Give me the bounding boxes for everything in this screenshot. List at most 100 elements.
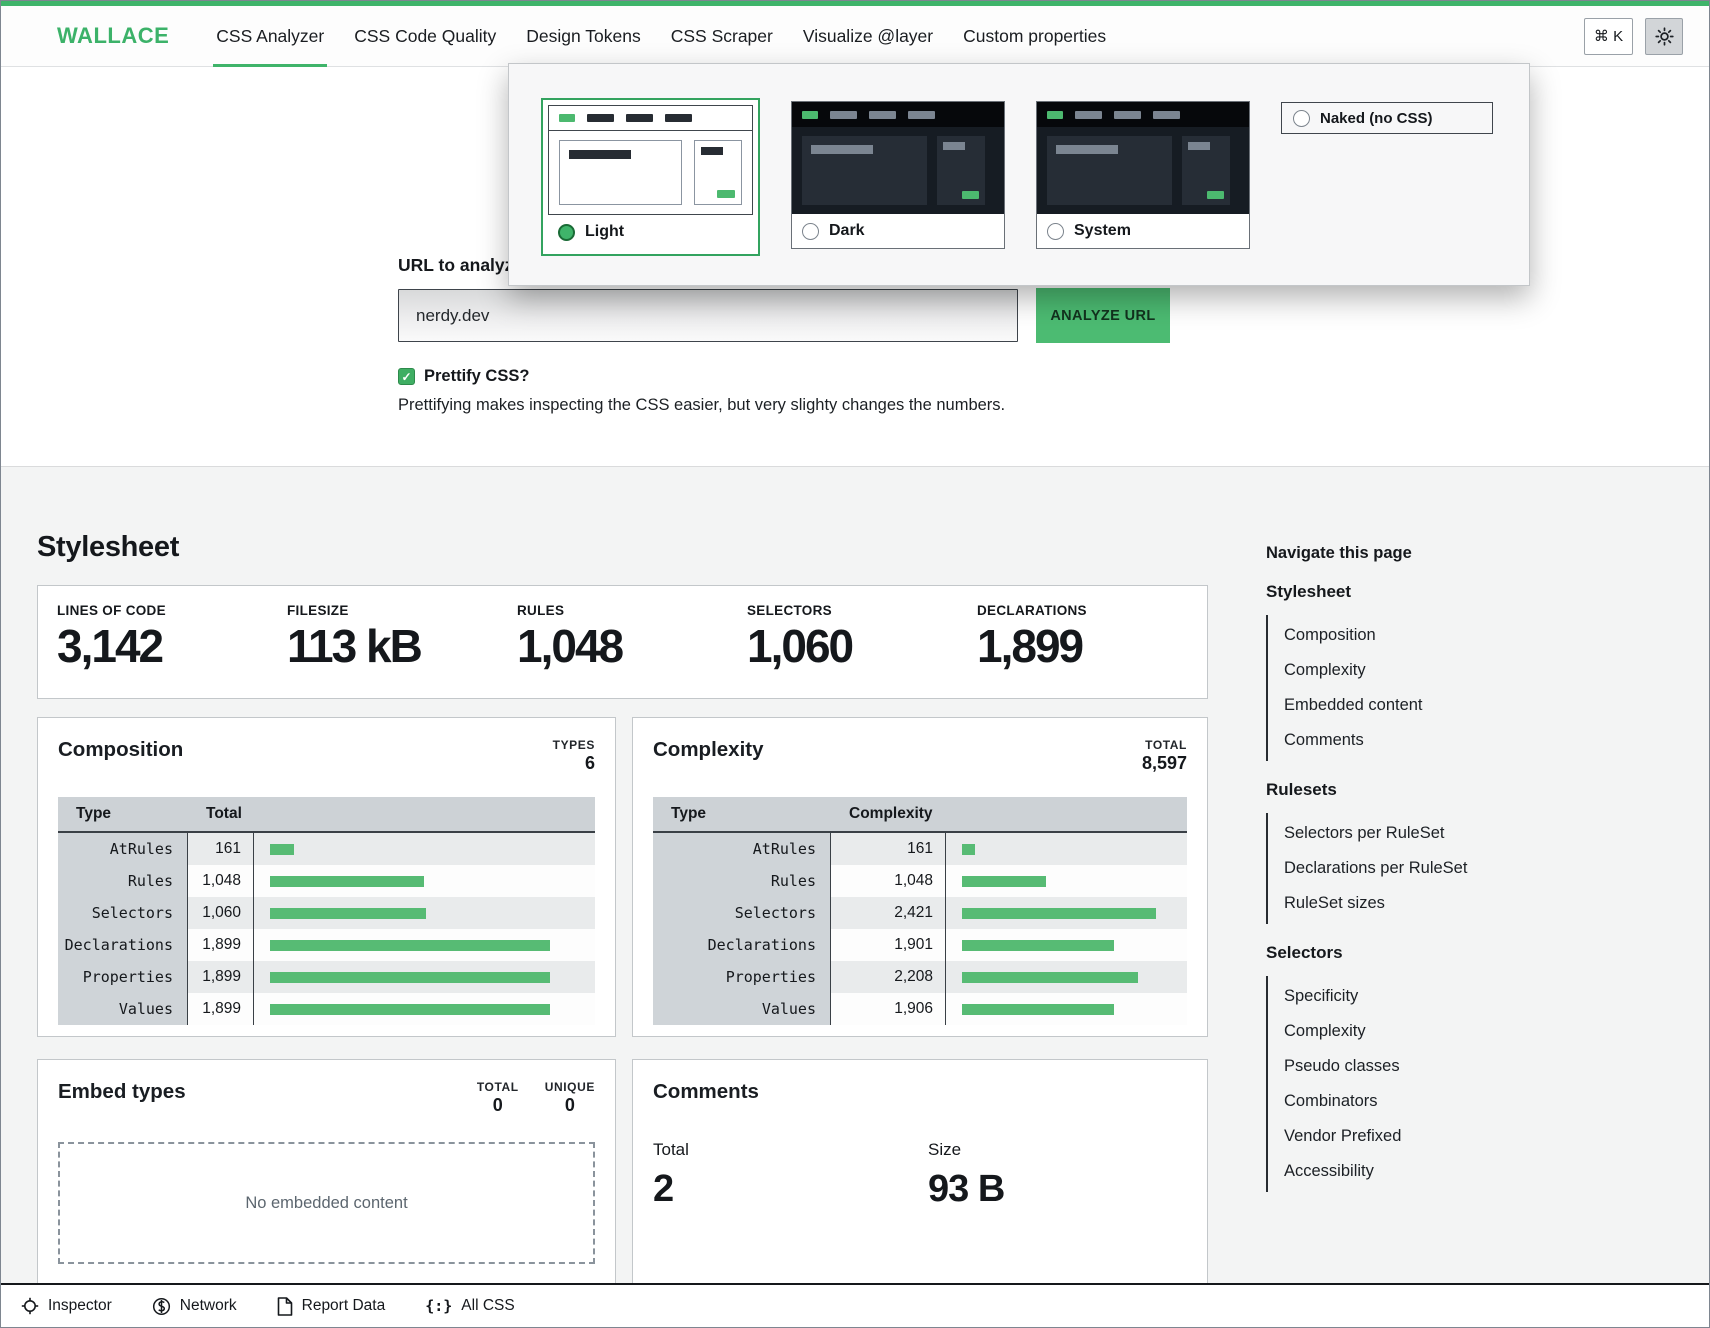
tab-network[interactable]: Network — [152, 1297, 237, 1316]
page-nav-item-declarations-per-ruleset[interactable]: Declarations per RuleSet — [1284, 859, 1468, 877]
value-bar — [962, 971, 1139, 983]
page-nav-section-rulesets: Rulesets — [1266, 780, 1337, 799]
stat-lines-of-code: LINES OF CODE 3,142 — [57, 603, 166, 672]
page-nav-item-selector-complexity[interactable]: Complexity — [1284, 1022, 1366, 1040]
stat-selectors: SELECTORS 1,060 — [747, 603, 854, 672]
comments-title: Comments — [653, 1080, 759, 1103]
page-nav-item-embedded-content[interactable]: Embedded content — [1284, 696, 1423, 714]
complexity-meta: TOTAL 8,597 — [1141, 738, 1187, 773]
value-bar — [962, 843, 975, 855]
complexity-card: Complexity TOTAL 8,597 Type Complexity A… — [632, 717, 1208, 1037]
analyze-form: URL to analyze ANALYZE URL Prettify CSS?… — [398, 255, 1178, 415]
page-nav-item-comments[interactable]: Comments — [1284, 731, 1364, 749]
value-bar — [270, 971, 550, 983]
table-row: Properties 2,208 — [653, 961, 1187, 993]
no-embedded-content-box: No embedded content — [58, 1142, 595, 1264]
page-nav-section-stylesheet: Stylesheet — [1266, 582, 1352, 601]
tab-all-css[interactable]: {:} All CSS — [425, 1297, 515, 1315]
embed-types-meta: TOTAL 0 UNIQUE 0 — [476, 1080, 595, 1115]
page-nav-title: Navigate this page — [1266, 544, 1412, 562]
naked-label: Naked (no CSS) — [1320, 109, 1433, 127]
theme-option-light[interactable]: Light — [541, 98, 760, 256]
table-row: Properties 1,899 — [58, 961, 595, 993]
value-bar — [962, 907, 1156, 919]
page-nav-item-complexity[interactable]: Complexity — [1284, 661, 1366, 679]
prettify-help-text: Prettifying makes inspecting the CSS eas… — [398, 396, 1006, 414]
empty-message: No embedded content — [245, 1193, 408, 1212]
prettify-label: Prettify CSS? — [424, 367, 530, 385]
page-title: Stylesheet — [37, 531, 180, 563]
comments-card: Comments Total 2 Size 93 B — [632, 1059, 1208, 1285]
page-nav-item-ruleset-sizes[interactable]: RuleSet sizes — [1284, 894, 1385, 912]
light-theme-preview — [548, 105, 753, 215]
embed-types-title: Embed types — [58, 1080, 186, 1103]
system-radio[interactable] — [1047, 222, 1064, 240]
table-row: Selectors 2,421 — [653, 897, 1187, 929]
nav-css-code-quality[interactable]: CSS Code Quality — [354, 25, 497, 46]
sun-icon — [1654, 26, 1674, 46]
theme-option-naked[interactable]: Naked (no CSS) — [1281, 102, 1493, 134]
stylesheet-stats: LINES OF CODE 3,142 FILESIZE 113 kB RULE… — [37, 585, 1208, 699]
top-accent-bar — [1, 1, 1709, 6]
tab-report-data[interactable]: Report Data — [277, 1296, 385, 1316]
complexity-title: Complexity — [653, 738, 764, 761]
page-nav-section-selectors: Selectors — [1266, 943, 1343, 962]
comments-total: Total 2 — [653, 1140, 689, 1210]
theme-picker-dropdown: Light Dark System — [508, 63, 1530, 286]
page-nav-item-combinators[interactable]: Combinators — [1284, 1092, 1378, 1110]
analyze-url-button[interactable]: ANALYZE URL — [1036, 288, 1170, 343]
command-key-shortcut: ⌘ K — [1593, 28, 1624, 45]
table-row: Rules 1,048 — [653, 865, 1187, 897]
prettify-checkbox[interactable] — [398, 368, 415, 385]
theme-toggle-button[interactable] — [1645, 17, 1683, 55]
header-actions: ⌘ K — [1584, 6, 1683, 66]
nav-visualize-layer[interactable]: Visualize @layer — [802, 25, 934, 46]
url-label: URL to analyze — [398, 255, 524, 275]
url-input[interactable] — [398, 289, 1018, 342]
table-row: AtRules 161 — [58, 833, 595, 865]
naked-radio[interactable] — [1293, 109, 1310, 127]
page-nav-item-vendor-prefixed[interactable]: Vendor Prefixed — [1284, 1127, 1402, 1145]
table-row: Values 1,906 — [653, 993, 1187, 1025]
composition-title: Composition — [58, 738, 184, 761]
light-label: Light — [585, 223, 625, 240]
composition-table: Type Total AtRules 161 Rules 1,048 — [58, 797, 595, 1025]
nav-css-analyzer[interactable]: CSS Analyzer — [201, 6, 339, 67]
command-palette-button[interactable]: ⌘ K — [1584, 17, 1633, 55]
table-row: Values 1,899 — [58, 993, 595, 1025]
wallace-logo[interactable]: WALLACE — [57, 23, 170, 48]
page-nav-item-accessibility[interactable]: Accessibility — [1284, 1162, 1374, 1180]
all-css-icon: {:} — [425, 1297, 453, 1315]
table-row: Declarations 1,901 — [653, 929, 1187, 961]
dark-radio[interactable] — [802, 222, 819, 240]
nav-css-scraper[interactable]: CSS Scraper — [670, 25, 773, 46]
page-nav-item-pseudo-classes[interactable]: Pseudo classes — [1284, 1057, 1400, 1075]
stat-declarations: DECLARATIONS 1,899 — [977, 603, 1087, 672]
network-icon — [152, 1297, 171, 1316]
page-nav-item-selectors-per-ruleset[interactable]: Selectors per RuleSet — [1284, 824, 1445, 842]
tab-inspector[interactable]: Inspector — [21, 1297, 112, 1315]
page-navigation: Navigate this page Stylesheet Compositio… — [1266, 544, 1546, 1192]
stat-filesize: FILESIZE 113 kB — [287, 603, 423, 672]
inspector-icon — [21, 1297, 39, 1315]
light-radio[interactable] — [558, 223, 575, 241]
system-label: System — [1074, 222, 1131, 239]
value-bar — [270, 1003, 550, 1015]
nav-design-tokens[interactable]: Design Tokens — [526, 25, 641, 46]
nav-custom-properties[interactable]: Custom properties — [963, 25, 1107, 46]
report-content: Stylesheet LINES OF CODE 3,142 FILESIZE … — [37, 531, 1208, 1285]
value-bar — [962, 875, 1046, 887]
page-nav-item-specificity[interactable]: Specificity — [1284, 987, 1359, 1005]
composition-card: Composition TYPES 6 Type Total AtRules 1… — [37, 717, 616, 1037]
theme-option-system[interactable]: System — [1036, 101, 1250, 249]
value-bar — [270, 843, 294, 855]
value-bar — [270, 907, 426, 919]
table-row: Selectors 1,060 — [58, 897, 595, 929]
dark-label: Dark — [829, 222, 865, 239]
page-nav-item-composition[interactable]: Composition — [1284, 626, 1376, 644]
comments-size: Size 93 B — [928, 1140, 1005, 1210]
table-row: AtRules 161 — [653, 833, 1187, 865]
theme-option-dark[interactable]: Dark — [791, 101, 1005, 249]
value-bar — [270, 875, 425, 887]
value-bar — [270, 939, 550, 951]
